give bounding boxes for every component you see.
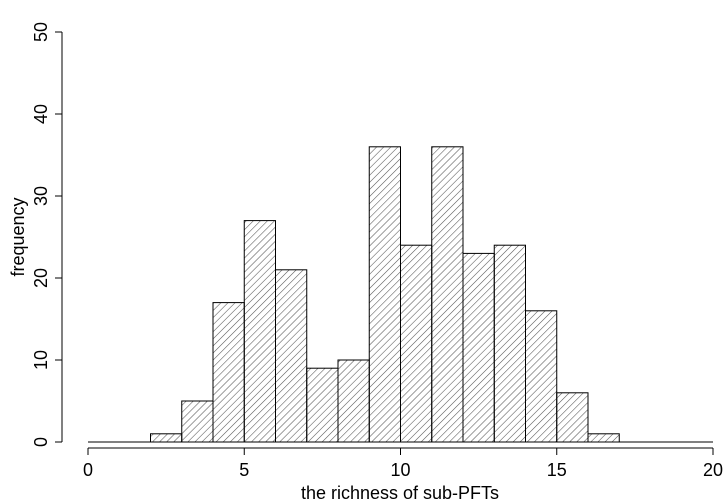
bars-group [150,146,620,443]
histogram-bar [400,244,433,443]
histogram-bar [150,433,183,443]
histogram-bar [525,310,558,443]
y-tick-label: 0 [31,437,51,447]
x-tick-label: 5 [239,460,249,480]
x-axis-label: the richness of sub-PFTs [301,483,499,503]
histogram-bar [556,392,589,443]
x-tick-label: 10 [390,460,410,480]
x-tick-label: 15 [547,460,567,480]
histogram-bar [243,220,276,443]
histogram-bar [212,302,245,443]
x-tick-label: 0 [83,460,93,480]
y-tick-label: 30 [31,186,51,206]
y-tick-label: 10 [31,350,51,370]
y-axis: 0 10 20 30 40 50 [31,22,63,447]
y-axis-label: frequency [8,197,28,276]
y-tick-label: 40 [31,104,51,124]
histogram-bar [306,367,339,443]
histogram-bar [368,146,401,443]
histogram-bar [493,244,526,443]
y-tick-label: 20 [31,268,51,288]
histogram-bar [337,359,370,443]
histogram-bar [275,269,308,443]
histogram-bar [462,252,495,443]
y-tick-label: 50 [31,22,51,42]
histogram-bar [587,433,620,443]
x-tick-label: 20 [703,460,723,480]
x-axis: 0 5 10 15 20 [83,447,723,480]
histogram-bar [181,400,214,443]
histogram-bar [431,146,464,443]
